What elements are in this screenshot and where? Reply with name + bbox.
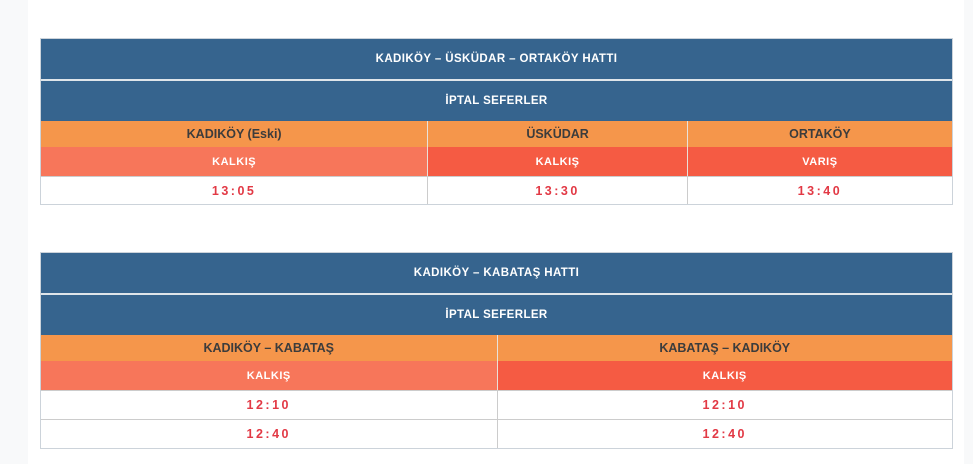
time-cell: 13:40	[686, 176, 952, 204]
time-cell: 12:10	[496, 390, 952, 419]
page-right-margin	[964, 0, 973, 464]
column-header-cell: ORTAKÖY	[686, 121, 952, 147]
table-title: KADIKÖY – KABATAŞ HATTI	[41, 253, 952, 295]
departure-arrival-row: KALKIŞ KALKIŞ VARIŞ	[41, 147, 952, 176]
column-header-row: KADIKÖY – KABATAŞ KABATAŞ – KADIKÖY	[41, 335, 952, 361]
column-header-cell: KABATAŞ – KADIKÖY	[496, 335, 952, 361]
trip-type-cell: VARIŞ	[686, 147, 952, 176]
page-left-margin	[0, 0, 28, 464]
time-cell: 12:40	[496, 419, 952, 448]
cancelled-trips-subtitle: İPTAL SEFERLER	[41, 295, 952, 335]
column-header-row: KADIKÖY (Eski) ÜSKÜDAR ORTAKÖY	[41, 121, 952, 147]
table-title: KADIKÖY – ÜSKÜDAR – ORTAKÖY HATTI	[41, 39, 952, 81]
ferry-schedule-table: KADIKÖY – ÜSKÜDAR – ORTAKÖY HATTI İPTAL S…	[40, 38, 953, 205]
departure-arrival-row: KALKIŞ KALKIŞ	[41, 361, 952, 390]
cancelled-trips-subtitle: İPTAL SEFERLER	[41, 81, 952, 121]
trip-type-cell: KALKIŞ	[427, 147, 687, 176]
column-header-cell: KADIKÖY – KABATAŞ	[41, 335, 497, 361]
time-row: 12:40 12:40	[41, 419, 952, 448]
time-cell: 13:05	[41, 176, 428, 204]
trip-type-cell: KALKIŞ	[41, 361, 497, 390]
time-row: 12:10 12:10	[41, 390, 952, 419]
trip-type-cell: KALKIŞ	[496, 361, 952, 390]
time-cell: 13:30	[427, 176, 687, 204]
time-cell: 12:10	[41, 390, 497, 419]
trip-type-cell: KALKIŞ	[41, 147, 428, 176]
column-header-cell: KADIKÖY (Eski)	[41, 121, 428, 147]
ferry-schedule-table: KADIKÖY – KABATAŞ HATTI İPTAL SEFERLER KAD…	[40, 252, 953, 449]
time-cell: 12:40	[41, 419, 497, 448]
time-row: 13:05 13:30 13:40	[41, 176, 952, 204]
column-header-cell: ÜSKÜDAR	[427, 121, 687, 147]
